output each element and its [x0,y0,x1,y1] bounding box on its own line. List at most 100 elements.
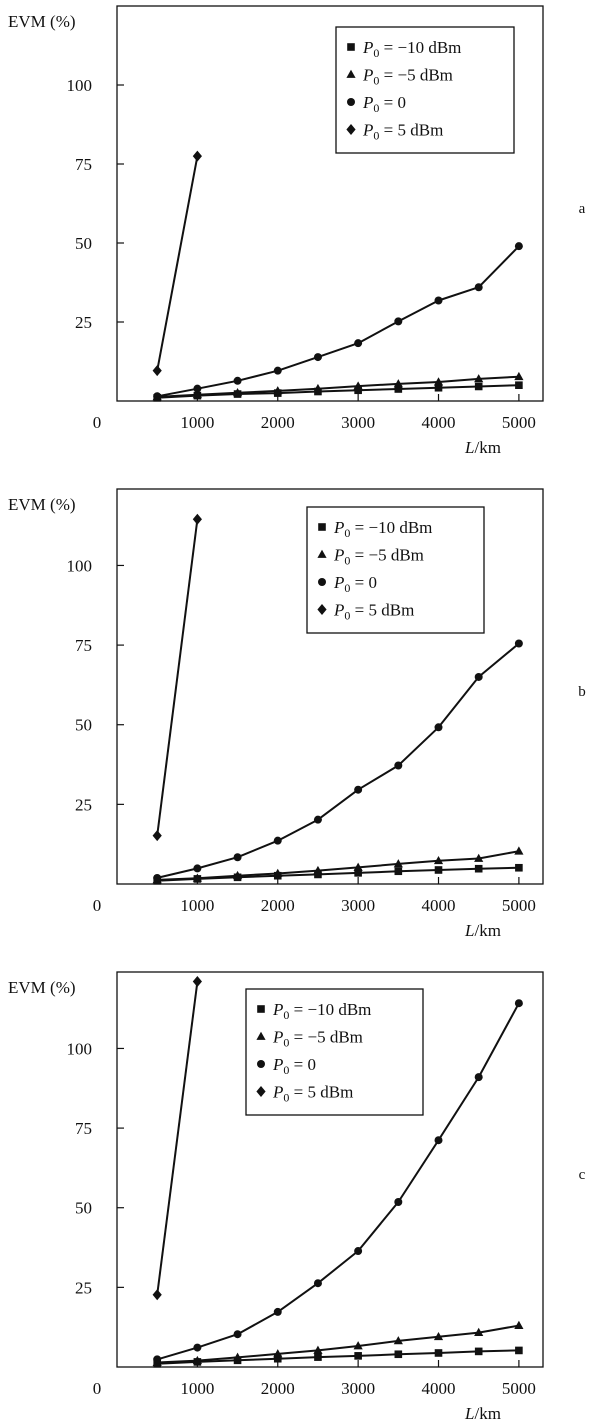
point-b-0-8 [474,864,483,873]
point-a-0-8 [474,382,483,391]
series-line-b-3 [156,519,199,836]
point-b-1-2 [232,870,243,880]
point-c-2-4 [313,1279,322,1288]
x-origin-label-c: 0 [93,1379,102,1398]
point-a-1-2 [232,387,243,397]
point-b-0-6 [394,867,403,876]
point-b-1-3 [273,868,283,877]
x-axis-label-a: L/km [464,438,501,457]
point-c-1-2 [232,1352,243,1361]
point-a-0-9 [515,381,523,389]
point-a-1-3 [273,386,283,395]
legend-box-c [245,988,424,1116]
point-b-2-7 [434,723,443,732]
point-a-1-5 [353,381,363,390]
point-c-0-3 [273,1354,282,1363]
point-b-2-5 [354,785,363,794]
panel-a: EVM (%) 25 50 75 100 1000 2000 3000 4000 5000 0 L/k… [8,5,586,457]
panel-label-a: a [579,201,586,217]
point-c-0-5 [354,1352,362,1360]
y-tick-label-b-50: 50 [75,716,92,735]
legend-box-b [306,506,485,634]
legend-marker-a-1 [346,69,356,78]
legend-item-a-3: P0 = 5 dBm [362,121,443,143]
legend-item-c-0: P0 = −10 dBm [272,1000,371,1022]
legend-item-a-2: P0 = 0 [362,93,406,115]
y-tick-label-a-50: 50 [75,234,92,253]
point-a-1-4 [313,383,323,393]
point-c-2-5 [354,1247,363,1256]
point-c-1-9 [514,1320,524,1329]
series-line-a-2 [157,245,520,398]
point-b-1-5 [353,862,363,871]
point-c-2-7 [434,1136,443,1145]
y-axis-label-c: EVM (%) [8,978,76,997]
y-tick-label-c-25: 25 [75,1278,92,1297]
legend-item-a-1: P0 = −5 dBm [362,66,453,88]
point-c-1-7 [433,1331,444,1341]
x-origin-label-b: 0 [93,896,102,915]
panel-b: EVM (%) 25 50 75 100 1000 2000 3000 4000 5000 0 L/k… [8,488,586,940]
point-b-2-9 [514,639,523,648]
x-tick-label-b-1000: 1000 [180,896,214,915]
point-c-2-3 [273,1307,282,1316]
legend-marker-c-0 [257,1005,265,1013]
series-line-c-0 [157,1349,519,1365]
point-c-0-8 [474,1347,483,1356]
legend-box-a [335,26,515,154]
point-a-0-6 [394,385,403,393]
series-line-b-2 [156,642,520,879]
point-a-0-5 [354,386,362,395]
x-tick-label-c-3000: 3000 [341,1379,375,1398]
point-a-2-8 [474,283,483,292]
series-line-b-0 [157,866,519,882]
legend-item-c-2: P0 = 0 [272,1055,316,1077]
point-a-1-7 [433,377,444,386]
y-tick-label-b-100: 100 [67,556,93,575]
point-a-3-0 [152,365,162,377]
x-tick-label-b-2000: 2000 [261,896,295,915]
legend-marker-c-3 [256,1086,266,1097]
y-tick-label-b-25: 25 [75,795,92,814]
y-tick-label-b-75: 75 [75,636,92,655]
point-a-2-6 [394,317,403,326]
legend-marker-a-2 [347,98,355,106]
series-line-a-0 [157,384,519,399]
point-c-1-3 [273,1349,283,1358]
point-a-0-7 [434,383,443,392]
point-c-2-1 [193,1343,202,1352]
x-tick-label-a-3000: 3000 [341,413,375,432]
point-c-3-1 [192,976,202,988]
x-origin-label-a: 0 [93,413,102,432]
y-axis-label-b: EVM (%) [8,495,76,514]
legend-marker-a-3 [346,124,356,135]
point-b-2-1 [193,864,202,873]
panel-label-b: b [578,684,586,700]
point-c-2-9 [514,999,523,1008]
point-b-0-7 [434,866,443,874]
point-b-2-3 [273,836,282,845]
x-tick-label-a-2000: 2000 [261,413,295,432]
series-line-c-3 [156,981,199,1295]
legend-item-a-0: P0 = −10 dBm [362,38,461,60]
point-b-3-0 [152,830,162,842]
point-b-2-2 [233,853,242,862]
series-line-a-3 [156,155,199,371]
legend-item-c-3: P0 = 5 dBm [272,1083,353,1105]
y-tick-label-c-50: 50 [75,1199,92,1218]
point-a-2-7 [434,296,443,305]
plot-frame-c [116,971,544,1368]
x-tick-label-c-1000: 1000 [180,1379,214,1398]
legend-marker-c-1 [256,1031,266,1040]
legend-marker-a-0 [347,43,355,51]
point-c-2-2 [233,1330,242,1339]
point-a-2-5 [354,339,363,348]
legend-item-b-0: P0 = −10 dBm [333,518,432,540]
point-a-2-1 [193,384,202,393]
x-axis-label-b: L/km [464,921,501,940]
point-a-1-8 [474,374,484,383]
series-line-b-1 [157,850,520,881]
point-c-1-5 [353,1341,363,1350]
point-b-1-1 [192,873,202,882]
point-c-1-6 [393,1336,403,1345]
